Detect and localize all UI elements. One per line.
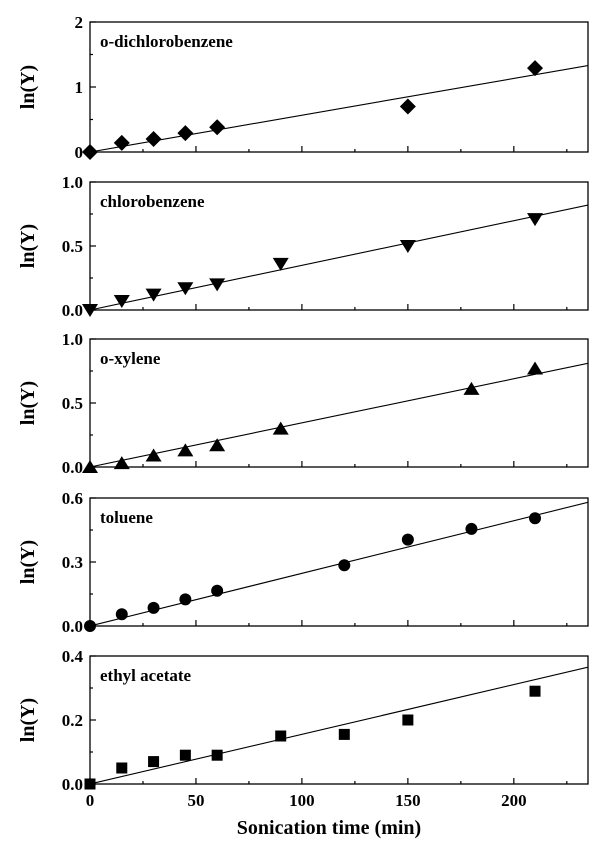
x-tick-label: 100 [289, 791, 315, 810]
plot-frame [89, 497, 589, 627]
x-tick-label: 200 [501, 791, 527, 810]
data-point [463, 381, 480, 395]
panel-4: 0.0 0.3 0.6 toluene ln(Y) [17, 489, 589, 636]
panel-title: ethyl acetate [100, 666, 192, 685]
data-point [82, 304, 98, 317]
panel-title: toluene [100, 508, 153, 527]
y-tick-label: 0.2 [62, 711, 83, 730]
x-tick-label: 0 [86, 791, 95, 810]
panel-2: 0.0 0.5 1.0 chlorobenzene ln(Y) [17, 173, 589, 320]
y-axis-label: ln(Y) [17, 224, 39, 268]
data-point [177, 282, 194, 296]
data-point [177, 125, 194, 142]
data-point [209, 278, 226, 292]
data-point [527, 60, 544, 77]
data-point [147, 601, 160, 614]
panel-title: o-dichlorobenzene [100, 32, 233, 51]
data-point [401, 533, 414, 546]
y-tick-label: 0.0 [62, 775, 83, 794]
data-point [338, 559, 351, 572]
data-point [338, 728, 350, 740]
fit-line [90, 362, 588, 467]
fit-line [90, 65, 588, 152]
data-point [84, 620, 96, 632]
plot-frame [89, 338, 589, 468]
x-tick-label: 50 [187, 791, 204, 810]
data-point [529, 685, 541, 697]
y-tick-label: 1 [75, 78, 84, 97]
y-tick-label: 0.5 [62, 394, 83, 413]
data-point [209, 438, 226, 452]
data-point [527, 361, 544, 375]
data-point [113, 134, 130, 151]
panel-title: o-xylene [100, 349, 161, 368]
data-point [211, 584, 224, 597]
y-tick-label: 1.0 [62, 330, 83, 349]
data-point [272, 257, 289, 271]
y-axis-label: ln(Y) [17, 698, 39, 742]
y-tick-label: 0.5 [62, 237, 83, 256]
data-point [527, 213, 544, 227]
panel-title: chlorobenzene [100, 192, 205, 211]
y-tick-label: 2 [75, 13, 84, 32]
data-point [465, 522, 478, 535]
data-point [145, 288, 162, 302]
data-point [84, 778, 96, 790]
y-axis-label: ln(Y) [17, 540, 39, 584]
data-point [113, 295, 130, 309]
y-tick-label: 1.0 [62, 173, 83, 192]
data-point [399, 98, 416, 115]
data-point [82, 460, 98, 473]
y-axis-label: ln(Y) [17, 381, 39, 425]
data-point [116, 762, 128, 774]
panel-1: 0 1 2 o-dichlorobenzene ln(Y) [17, 13, 589, 162]
data-point [211, 749, 223, 761]
data-point [275, 730, 287, 742]
data-point [209, 119, 226, 136]
data-point [179, 749, 191, 761]
data-point [529, 512, 542, 525]
data-point [145, 448, 162, 462]
x-axis-label: Sonication time (min) [237, 817, 421, 839]
data-point [272, 421, 289, 435]
panel-3: 0.0 0.5 1.0 o-xylene ln(Y) [17, 330, 589, 477]
data-point [399, 240, 416, 253]
fit-line [90, 204, 588, 310]
data-point [179, 593, 192, 606]
y-tick-label: 0.6 [62, 489, 83, 508]
y-tick-label: 0.3 [62, 553, 83, 572]
y-axis-label: ln(Y) [17, 65, 39, 109]
y-tick-label: 0.0 [62, 458, 83, 477]
panel-5: 0.0 0.2 0.4 0 50 100 150 200 ethyl acetate ln(Y) S… [17, 647, 589, 839]
data-point [115, 608, 128, 621]
y-tick-label: 0.4 [62, 647, 84, 666]
data-point [402, 714, 414, 726]
data-point [113, 456, 130, 470]
y-tick-label: 0.0 [62, 617, 83, 636]
data-point [82, 144, 98, 160]
y-tick-label: 0.0 [62, 301, 83, 320]
data-point [148, 756, 160, 768]
y-tick-label: 0 [75, 143, 84, 162]
data-point [177, 443, 194, 457]
x-tick-label: 150 [395, 791, 421, 810]
fit-line [90, 666, 588, 784]
data-point [145, 131, 162, 147]
